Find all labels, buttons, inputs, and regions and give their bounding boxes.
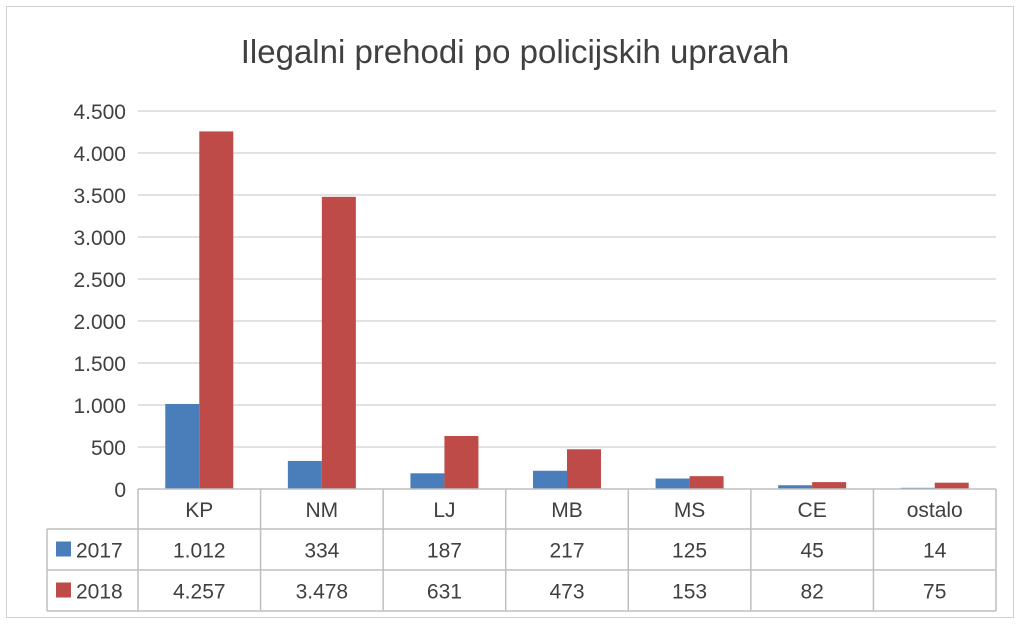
legend-swatch-2017 [56, 541, 71, 557]
bar-2017-MB [533, 470, 567, 489]
data-label: 153 [672, 581, 707, 604]
bar-2017-LJ [410, 473, 445, 489]
data-label: 45 [800, 540, 823, 563]
x-tick-label: NM [306, 499, 339, 522]
data-label: 1.012 [173, 540, 226, 563]
bar-2018-MB [567, 449, 601, 489]
y-tick-label: 3.000 [73, 227, 126, 250]
data-label: 82 [800, 581, 823, 604]
bar-2018-MS [689, 476, 724, 489]
bar-2017-KP [165, 403, 200, 489]
bar-2018-LJ [444, 435, 479, 489]
x-tick-label: MB [551, 499, 583, 522]
y-tick-label: 2.000 [73, 311, 126, 334]
x-tick-label: CE [798, 499, 827, 522]
y-tick-label: 500 [91, 437, 126, 460]
data-label: 187 [427, 540, 462, 563]
y-tick-label: 3.500 [73, 185, 126, 208]
x-tick-label: MS [674, 499, 706, 522]
legend-label-2017: 2017 [76, 540, 123, 563]
y-tick-label: 4.000 [73, 143, 126, 166]
data-label: 14 [923, 540, 947, 563]
x-tick-label: LJ [433, 499, 455, 522]
bar-2017-MS [655, 478, 690, 489]
bar-2017-CE [778, 485, 813, 489]
data-label: 334 [304, 540, 339, 563]
y-tick-label: 2.500 [73, 269, 126, 292]
bar-2018-ostalo [934, 482, 969, 489]
chart-title: Ilegalni prehodi po policijskih upravah [241, 33, 790, 70]
y-tick-label: 4.500 [73, 101, 126, 124]
data-label: 631 [427, 581, 462, 604]
bar-2018-KP [199, 131, 234, 490]
y-tick-label: 1.500 [73, 353, 126, 376]
x-tick-label: ostalo [907, 499, 963, 522]
legend-label-2018: 2018 [76, 581, 123, 604]
data-label: 3.478 [296, 581, 349, 604]
data-label: 4.257 [173, 581, 226, 604]
bar-2017-NM [287, 460, 322, 489]
y-tick-label: 0 [114, 479, 126, 502]
bars [165, 131, 969, 490]
data-table: KP NM LJ MB MS CE ostalo 2017 1.012 334 187 217 125 4… [46, 488, 997, 612]
data-label: 217 [549, 540, 584, 563]
data-label: 125 [672, 540, 707, 563]
chart-frame [6, 6, 1014, 618]
data-label: 473 [549, 581, 584, 604]
gridlines [138, 110, 996, 448]
bar-2018-NM [321, 196, 356, 489]
bar-2018-CE [812, 482, 847, 489]
y-axis-ticks: 0 500 1.000 1.500 2.000 2.500 3.000 3.500 4.000 4… [73, 101, 126, 502]
legend-swatch-2018 [56, 582, 71, 598]
y-tick-label: 1.000 [73, 395, 126, 418]
data-label: 75 [923, 581, 946, 604]
x-tick-label: KP [185, 499, 213, 522]
